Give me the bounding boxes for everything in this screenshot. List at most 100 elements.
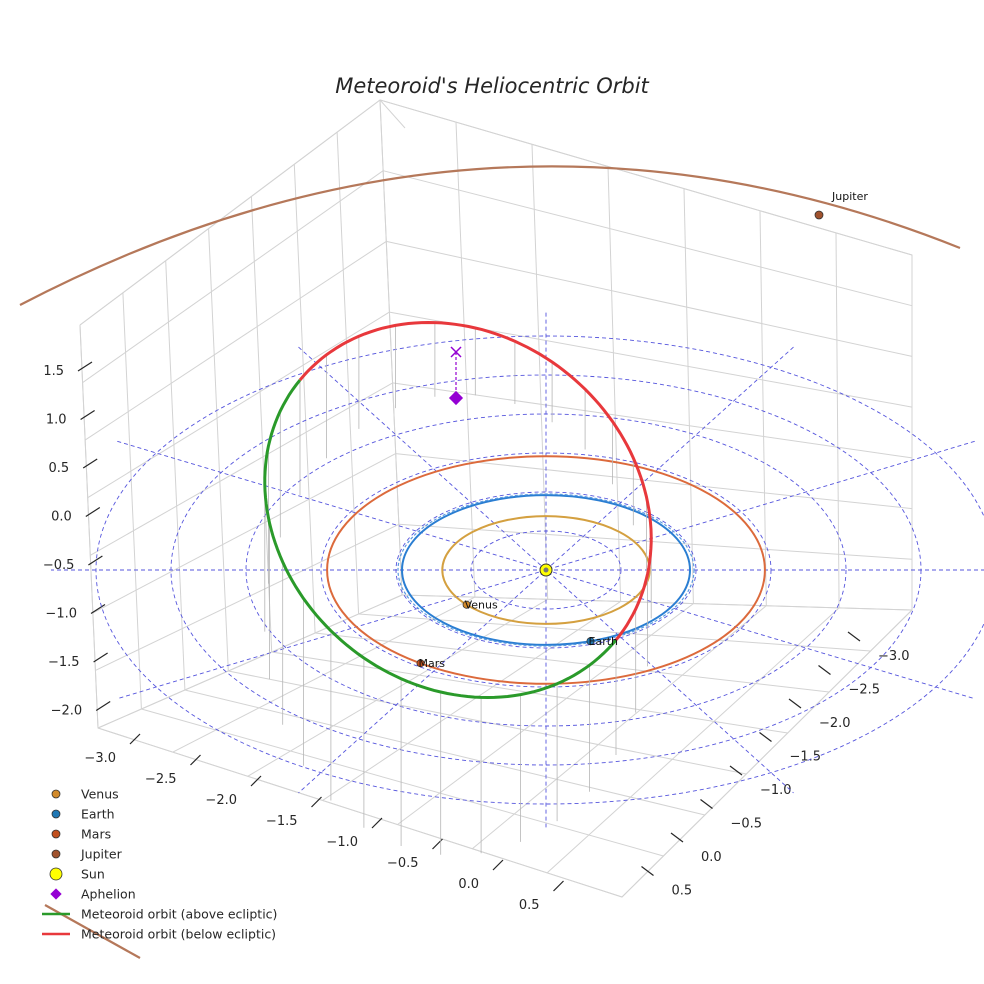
z-tick-mark	[80, 409, 95, 421]
x-tick-mark	[553, 880, 564, 892]
body-markers: Venus Earth Mars Jupiter	[416, 190, 868, 670]
z-tick-label: −1.5	[48, 655, 80, 670]
grid-line	[379, 99, 913, 256]
aphelion-marker	[448, 390, 464, 406]
legend-label: Earth	[81, 807, 115, 822]
grid-line	[250, 196, 273, 653]
x-tick-mark	[371, 817, 383, 829]
grid-line	[621, 609, 913, 898]
planet-orbits	[19, 165, 961, 959]
grid-line	[358, 613, 871, 652]
grid-line	[386, 240, 913, 357]
grid-line	[87, 311, 390, 499]
x-tick-mark	[250, 775, 262, 787]
y-tick-mark	[641, 866, 654, 876]
grid-line	[92, 453, 396, 614]
z-tick-label: −0.5	[43, 558, 75, 573]
planet-mars	[416, 659, 425, 668]
x-tick-label: −3.0	[84, 751, 116, 766]
grid-line	[208, 228, 229, 672]
planet-venus	[462, 600, 471, 609]
reference-radial	[117, 440, 975, 700]
orbit-earth-dashed	[397, 493, 695, 647]
orbit-meteoroid-above	[263, 379, 618, 700]
orbit-earth	[401, 494, 691, 646]
sun-core	[543, 567, 549, 573]
z-tick-mark	[77, 361, 93, 372]
label-mars: Mars	[419, 657, 446, 670]
label-jupiter: Jupiter	[831, 190, 868, 203]
reference-radial	[298, 346, 794, 794]
x-tick-label: 0.5	[519, 898, 540, 913]
x-tick-mark	[492, 859, 504, 871]
z-tick-label: 1.5	[43, 364, 64, 379]
x-tick-label: −2.0	[205, 793, 237, 808]
grid-line	[759, 210, 767, 606]
orbit-mars	[326, 455, 766, 685]
reference-radial	[298, 346, 794, 794]
x-tick-mark	[311, 796, 322, 808]
grid-line	[835, 232, 840, 608]
legend-diamond-swatch	[50, 888, 62, 900]
legend-label: Venus	[81, 787, 119, 802]
y-tick-mark	[700, 799, 713, 809]
x-tick-label: 0.0	[458, 877, 479, 892]
orbit-meteoroid-below	[298, 320, 653, 641]
grid-line	[293, 164, 316, 634]
x-tick-mark	[190, 754, 201, 766]
y-tick-mark	[759, 732, 772, 742]
z-tick-label: 0.5	[49, 461, 70, 476]
grid-line	[546, 607, 840, 874]
reference-radial	[117, 440, 975, 700]
z-tick-mark	[85, 506, 101, 518]
y-tick-label: −1.5	[790, 750, 822, 765]
axis-grid	[79, 99, 913, 898]
y-tick-label: −2.5	[849, 683, 881, 698]
grid-line	[97, 727, 623, 898]
grid-line	[398, 523, 913, 560]
y-tick-label: 0.5	[672, 884, 693, 899]
grid-line	[401, 594, 913, 611]
z-tick-label: 0.0	[51, 510, 72, 525]
planet-jupiter	[814, 210, 824, 220]
grid-line	[184, 689, 706, 816]
legend-label: Jupiter	[80, 847, 123, 862]
y-tick-mark	[788, 698, 802, 709]
grid-line	[395, 453, 913, 510]
legend-label: Sun	[81, 867, 105, 882]
z-tick-mark	[82, 458, 98, 469]
grid-line	[392, 382, 913, 459]
grid-line	[322, 600, 621, 801]
grid-line	[82, 170, 384, 384]
grid-line	[315, 632, 830, 693]
grid-line	[90, 382, 393, 556]
y-tick-label: −3.0	[878, 649, 910, 664]
grid-line	[382, 170, 913, 307]
y-tick-mark	[818, 665, 831, 675]
x-tick-label: −0.5	[387, 856, 419, 871]
grid-line	[683, 188, 694, 604]
legend-label: Meteoroid orbit (above ecliptic)	[81, 907, 277, 922]
grid-line	[531, 144, 549, 600]
aphelion-projection	[450, 346, 462, 358]
legend-dot-swatch	[51, 829, 61, 839]
z-tick-label: 1.0	[46, 413, 67, 428]
grid-line	[79, 324, 99, 729]
grid-line	[228, 670, 747, 775]
label-earth: Earth	[589, 635, 619, 648]
legend-label: Mars	[81, 827, 111, 842]
y-tick-label: 0.0	[701, 850, 722, 865]
z-tick-mark	[93, 652, 108, 663]
grid-line	[336, 132, 360, 615]
legend: Venus Earth Mars Jupiter Sun Aphelion Meteoroi…	[42, 787, 277, 942]
orbit-jupiter	[19, 165, 961, 306]
x-tick-label: −1.5	[266, 814, 298, 829]
grid-line	[122, 292, 142, 710]
grid-line	[607, 166, 622, 602]
grid-line	[84, 240, 387, 441]
grid-line	[95, 523, 400, 671]
legend-dot-swatch	[51, 849, 61, 859]
z-tick-label: −2.0	[51, 704, 83, 719]
